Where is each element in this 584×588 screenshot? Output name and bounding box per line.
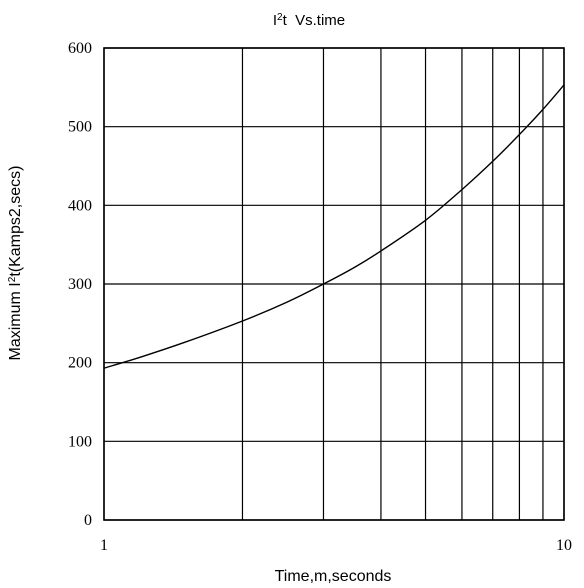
y-tick-label: 400 <box>68 197 92 214</box>
series-line <box>103 84 565 369</box>
chart-title: I2t Vs.time <box>273 12 345 30</box>
tick-labels: 0 100 200 300 400 500 600 1 10 <box>68 40 572 554</box>
grid-lines <box>103 47 565 521</box>
y-axis-label: Maximum I2t(Kamps2,secs) <box>7 166 25 361</box>
y-axis-label-sup: 2 <box>7 276 18 282</box>
y-tick-label: 500 <box>68 119 92 136</box>
plot-frame <box>103 47 565 521</box>
y-tick-label: 100 <box>68 433 92 450</box>
y-axis-label-rest: t(Kamps2,secs) <box>7 166 24 277</box>
y-tick-label: 600 <box>68 40 92 57</box>
chart-title-base: I <box>273 12 277 29</box>
series-layer <box>103 84 565 369</box>
y-axis-label-base: Maximum I <box>7 282 24 360</box>
x-tick-label: 10 <box>556 537 572 554</box>
y-tick-label: 0 <box>84 512 92 529</box>
y-tick-label: 200 <box>68 355 92 372</box>
y-tick-label: 300 <box>68 276 92 293</box>
x-axis-label: Time,m,seconds <box>275 568 392 585</box>
chart-title-sup: 2 <box>277 12 283 23</box>
chart-title-rest: t Vs.time <box>283 12 346 29</box>
x-tick-label: 1 <box>100 537 108 554</box>
